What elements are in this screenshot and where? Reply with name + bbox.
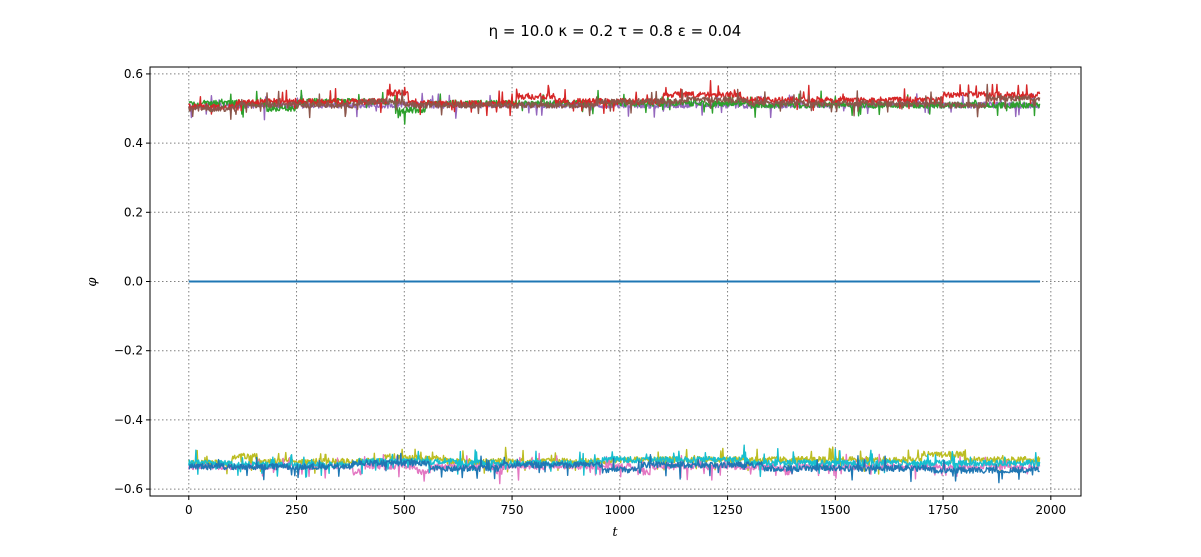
y-tick-label: −0.4 bbox=[114, 413, 143, 427]
series-layer bbox=[188, 79, 1041, 485]
y-tick-label: 0.2 bbox=[124, 205, 143, 219]
y-tick-label: −0.2 bbox=[114, 344, 143, 358]
x-tick-label: 2000 bbox=[1036, 503, 1067, 517]
x-tick-label: 500 bbox=[393, 503, 416, 517]
x-tick-label: 1250 bbox=[712, 503, 743, 517]
y-tick-label: 0.4 bbox=[124, 136, 143, 150]
x-tick-label: 250 bbox=[285, 503, 308, 517]
x-tick-label: 750 bbox=[501, 503, 524, 517]
y-tick-label: 0.0 bbox=[124, 275, 143, 289]
grid-lines bbox=[150, 67, 1081, 496]
x-axis: 0 250 500 750 1000 1250 1500 1750 2000 bbox=[185, 496, 1066, 517]
x-tick-label: 1500 bbox=[820, 503, 851, 517]
series-line bbox=[188, 444, 1041, 478]
plot-area bbox=[188, 79, 1041, 485]
x-tick-label: 1750 bbox=[928, 503, 959, 517]
chart-title: η = 10.0 κ = 0.2 τ = 0.8 ε = 0.04 bbox=[489, 22, 742, 40]
series-line bbox=[188, 79, 1041, 117]
y-tick-label: 0.6 bbox=[124, 67, 143, 81]
y-tick-label: −0.6 bbox=[114, 482, 143, 496]
y-axis-label: φ bbox=[85, 277, 100, 287]
series-line bbox=[188, 452, 1040, 484]
x-tick-label: 0 bbox=[185, 503, 193, 517]
series-line bbox=[188, 83, 1041, 120]
x-tick-label: 1000 bbox=[605, 503, 636, 517]
x-axis-label: t bbox=[612, 525, 618, 540]
y-axis: −0.6 −0.4 −0.2 0.0 0.2 0.4 0.6 bbox=[114, 67, 150, 496]
